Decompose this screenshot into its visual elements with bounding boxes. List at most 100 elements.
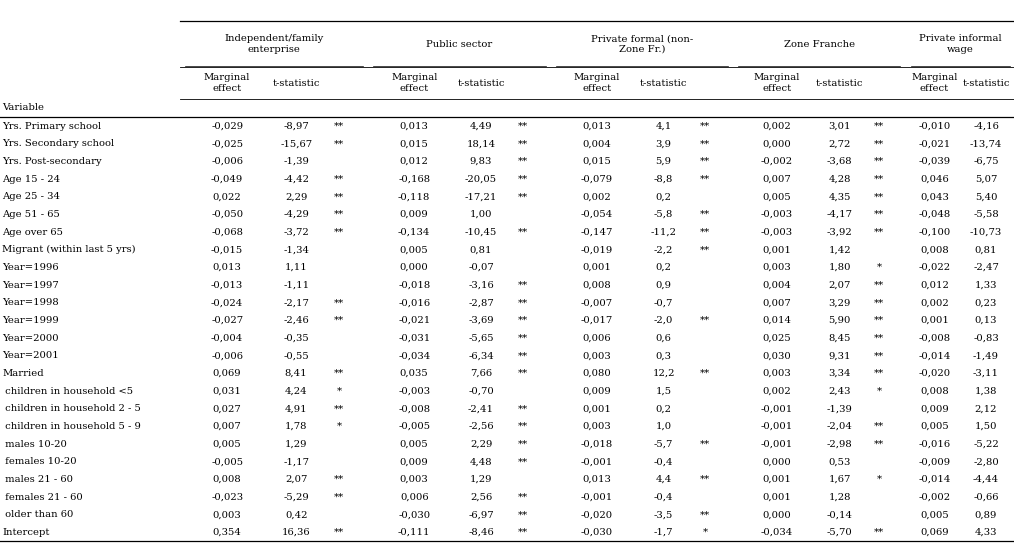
Text: 0,000: 0,000 bbox=[400, 263, 429, 272]
Text: Year=1996: Year=1996 bbox=[2, 263, 59, 272]
Text: -10,73: -10,73 bbox=[970, 227, 1002, 237]
Text: -0,66: -0,66 bbox=[973, 493, 999, 502]
Text: *: * bbox=[876, 475, 881, 484]
Text: **: ** bbox=[874, 122, 884, 130]
Text: Independent/family
enterprise: Independent/family enterprise bbox=[224, 35, 323, 54]
Text: -0,35: -0,35 bbox=[283, 334, 309, 342]
Text: -0,002: -0,002 bbox=[919, 493, 950, 502]
Text: **: ** bbox=[874, 369, 884, 378]
Text: Marginal
effect: Marginal effect bbox=[753, 73, 800, 93]
Text: 1,38: 1,38 bbox=[974, 387, 998, 396]
Text: 0,000: 0,000 bbox=[763, 510, 791, 520]
Text: Yrs. Primary school: Yrs. Primary school bbox=[2, 122, 101, 130]
Text: t-statistic: t-statistic bbox=[273, 78, 320, 88]
Text: -0,118: -0,118 bbox=[399, 192, 430, 201]
Text: 0,002: 0,002 bbox=[582, 192, 611, 201]
Text: 8,41: 8,41 bbox=[285, 369, 307, 378]
Text: 0,004: 0,004 bbox=[582, 139, 611, 149]
Text: Year=2001: Year=2001 bbox=[2, 351, 59, 361]
Text: 4,49: 4,49 bbox=[469, 122, 493, 130]
Text: -5,29: -5,29 bbox=[283, 493, 309, 502]
Text: -0,001: -0,001 bbox=[581, 493, 612, 502]
Text: -2,04: -2,04 bbox=[826, 422, 853, 431]
Text: 0,008: 0,008 bbox=[920, 246, 949, 254]
Text: 4,1: 4,1 bbox=[655, 122, 671, 130]
Text: 0,007: 0,007 bbox=[763, 298, 791, 307]
Text: -0,049: -0,049 bbox=[211, 175, 243, 184]
Text: 1,11: 1,11 bbox=[285, 263, 307, 272]
Text: 1,80: 1,80 bbox=[828, 263, 851, 272]
Text: Age 25 - 34: Age 25 - 34 bbox=[2, 192, 60, 201]
Text: -4,44: -4,44 bbox=[973, 475, 999, 484]
Text: 0,3: 0,3 bbox=[655, 351, 671, 361]
Text: Marginal
effect: Marginal effect bbox=[574, 73, 620, 93]
Text: Yrs. Secondary school: Yrs. Secondary school bbox=[2, 139, 115, 149]
Text: 12,2: 12,2 bbox=[652, 369, 674, 378]
Text: 0,013: 0,013 bbox=[213, 263, 241, 272]
Text: **: ** bbox=[874, 281, 884, 290]
Text: -0,079: -0,079 bbox=[581, 175, 612, 184]
Text: 0,001: 0,001 bbox=[920, 316, 949, 325]
Text: **: ** bbox=[517, 157, 527, 166]
Text: 0,003: 0,003 bbox=[763, 263, 791, 272]
Text: 0,002: 0,002 bbox=[763, 387, 791, 396]
Text: **: ** bbox=[334, 493, 344, 502]
Text: -0,029: -0,029 bbox=[211, 122, 243, 130]
Text: 0,007: 0,007 bbox=[763, 175, 791, 184]
Text: 5,90: 5,90 bbox=[828, 316, 851, 325]
Text: -0,017: -0,017 bbox=[581, 316, 612, 325]
Text: 0,005: 0,005 bbox=[920, 510, 949, 520]
Text: **: ** bbox=[517, 458, 527, 466]
Text: **: ** bbox=[334, 475, 344, 484]
Text: 0,013: 0,013 bbox=[582, 122, 611, 130]
Text: 5,40: 5,40 bbox=[974, 192, 998, 201]
Text: -0,020: -0,020 bbox=[919, 369, 950, 378]
Text: **: ** bbox=[700, 475, 710, 484]
Text: 0,015: 0,015 bbox=[582, 157, 611, 166]
Text: 0,031: 0,031 bbox=[213, 387, 241, 396]
Text: -0,030: -0,030 bbox=[581, 528, 612, 537]
Text: **: ** bbox=[517, 227, 527, 237]
Text: 4,33: 4,33 bbox=[974, 528, 998, 537]
Text: 0,9: 0,9 bbox=[655, 281, 671, 290]
Text: -0,039: -0,039 bbox=[919, 157, 950, 166]
Text: **: ** bbox=[334, 139, 344, 149]
Text: -0,55: -0,55 bbox=[283, 351, 309, 361]
Text: 18,14: 18,14 bbox=[466, 139, 496, 149]
Text: -3,16: -3,16 bbox=[468, 281, 494, 290]
Text: -2,0: -2,0 bbox=[654, 316, 673, 325]
Text: -2,17: -2,17 bbox=[283, 298, 309, 307]
Text: -0,147: -0,147 bbox=[581, 227, 612, 237]
Text: 0,001: 0,001 bbox=[582, 404, 611, 413]
Text: 2,29: 2,29 bbox=[469, 439, 492, 449]
Text: **: ** bbox=[517, 316, 527, 325]
Text: -0,024: -0,024 bbox=[211, 298, 243, 307]
Text: -0,031: -0,031 bbox=[399, 334, 430, 342]
Text: 0,2: 0,2 bbox=[655, 192, 671, 201]
Text: 0,012: 0,012 bbox=[400, 157, 429, 166]
Text: Married: Married bbox=[2, 369, 44, 378]
Text: Zone Franche: Zone Franche bbox=[784, 39, 855, 49]
Text: 1,0: 1,0 bbox=[655, 422, 671, 431]
Text: **: ** bbox=[874, 227, 884, 237]
Text: -0,019: -0,019 bbox=[581, 246, 612, 254]
Text: **: ** bbox=[334, 227, 344, 237]
Text: -0,018: -0,018 bbox=[399, 281, 430, 290]
Text: -0,001: -0,001 bbox=[760, 439, 793, 449]
Text: -4,29: -4,29 bbox=[283, 210, 309, 219]
Text: 0,005: 0,005 bbox=[763, 192, 791, 201]
Text: -0,020: -0,020 bbox=[581, 510, 612, 520]
Text: -2,80: -2,80 bbox=[973, 458, 999, 466]
Text: 0,005: 0,005 bbox=[400, 439, 429, 449]
Text: 0,81: 0,81 bbox=[469, 246, 492, 254]
Text: -0,034: -0,034 bbox=[760, 528, 793, 537]
Text: 0,022: 0,022 bbox=[213, 192, 241, 201]
Text: 0,015: 0,015 bbox=[400, 139, 429, 149]
Text: **: ** bbox=[874, 210, 884, 219]
Text: **: ** bbox=[334, 528, 344, 537]
Text: **: ** bbox=[334, 404, 344, 413]
Text: -0,83: -0,83 bbox=[973, 334, 999, 342]
Text: Yrs. Post-secondary: Yrs. Post-secondary bbox=[2, 157, 101, 166]
Text: Year=2000: Year=2000 bbox=[2, 334, 59, 342]
Text: 2,72: 2,72 bbox=[828, 139, 851, 149]
